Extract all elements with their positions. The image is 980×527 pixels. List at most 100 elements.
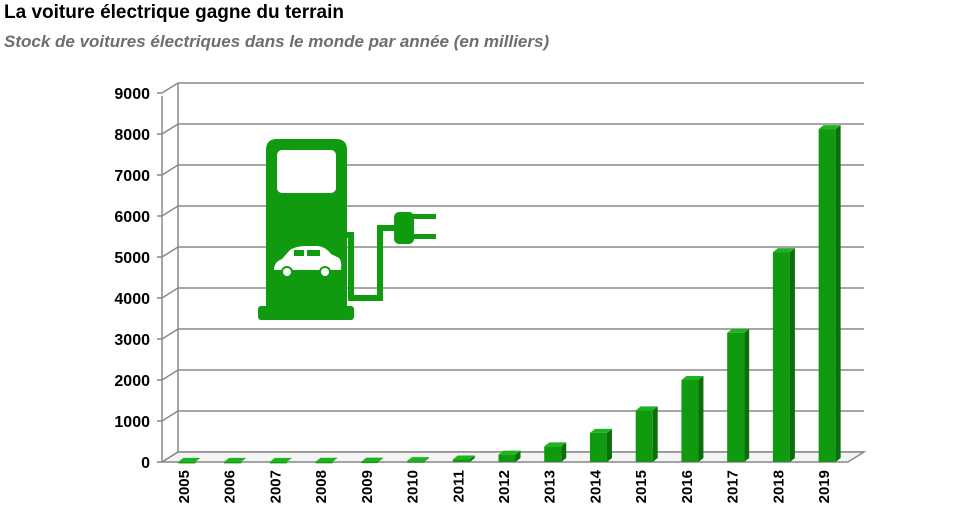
x-tick-label: 2012 — [496, 470, 513, 503]
gridline-depth — [161, 82, 179, 94]
bar — [772, 248, 795, 462]
bar-front — [498, 454, 516, 462]
bar — [818, 125, 841, 462]
bar-top — [224, 457, 247, 462]
bar — [361, 457, 384, 464]
y-tick-label: 3000 — [114, 332, 150, 349]
bar-side — [195, 457, 201, 462]
bar-top — [407, 457, 430, 462]
y-tick-label: 2000 — [114, 373, 150, 390]
bar-front — [315, 461, 333, 464]
gridline-depth — [161, 246, 179, 258]
bars — [178, 125, 841, 464]
y-tick-label: 8000 — [114, 127, 150, 144]
bar-front — [544, 446, 562, 462]
bar-front — [269, 461, 287, 464]
gridline-depth — [161, 369, 179, 381]
bar — [544, 442, 567, 462]
y-tick-label: 0 — [141, 455, 150, 472]
y-tick-label: 9000 — [114, 86, 150, 103]
bar — [727, 328, 750, 462]
x-tick-label: 2017 — [725, 470, 742, 503]
chart-subtitle: Stock de voitures électriques dans le mo… — [4, 32, 550, 51]
bar-side — [561, 442, 567, 462]
bar — [178, 457, 201, 464]
bar-top — [269, 457, 292, 462]
chart-title: La voiture électrique gagne du terrain — [4, 2, 344, 23]
x-tick-label: 2009 — [359, 470, 376, 503]
bar — [407, 457, 430, 463]
gridline-depth — [161, 164, 179, 176]
x-tick-label: 2006 — [222, 470, 239, 503]
bar-side — [652, 406, 658, 462]
bar-side — [241, 457, 247, 462]
bar-front — [681, 380, 699, 462]
y-tick-label: 1000 — [114, 414, 150, 431]
x-axis-labels: 2005 2006 2007 2008 2009 2010 2011 2012 2013 2014… — [176, 469, 833, 503]
bar-top — [361, 457, 384, 462]
bar — [681, 376, 704, 462]
bar-front — [818, 129, 836, 462]
bar-side — [835, 125, 841, 462]
bar-top — [727, 328, 750, 333]
gridline-depth — [161, 410, 179, 422]
gridline-depth — [161, 123, 179, 135]
bar-side — [515, 450, 521, 462]
bar-side — [378, 457, 384, 462]
bar-front — [635, 410, 653, 462]
bar — [315, 457, 338, 464]
bar-front — [452, 459, 470, 462]
bar-front — [224, 461, 242, 464]
bar — [498, 450, 521, 462]
bar-top — [315, 457, 338, 462]
bar — [452, 455, 475, 462]
x-tick-label: 2016 — [679, 470, 696, 503]
bar-top — [178, 457, 201, 462]
bar — [589, 428, 612, 462]
bar-front — [361, 461, 379, 464]
x-tick-label: 2019 — [816, 470, 833, 503]
bar — [635, 406, 658, 462]
bar-side — [744, 328, 750, 462]
bar-side — [469, 455, 475, 462]
gridline-depth — [161, 287, 179, 299]
charging-station-icon — [258, 139, 436, 320]
bar-side — [789, 248, 795, 462]
bar-top — [818, 125, 841, 130]
gridline-depth — [161, 328, 179, 340]
bar-front — [407, 461, 425, 463]
bar — [224, 457, 247, 464]
bar-front — [772, 252, 790, 462]
x-tick-label: 2015 — [633, 470, 650, 503]
bar-side — [424, 457, 430, 462]
y-tick-label: 6000 — [114, 209, 150, 226]
bar-side — [606, 428, 612, 462]
x-tick-label: 2005 — [176, 470, 193, 503]
x-tick-label: 2008 — [313, 470, 330, 503]
y-axis-ticks: 0 1000 2000 3000 4000 5000 6000 7000 8000 9000 — [114, 86, 162, 472]
bar-top — [498, 450, 521, 455]
gridline-depth — [161, 205, 179, 217]
bar-front — [589, 432, 607, 462]
y-tick-label: 5000 — [114, 250, 150, 267]
bar-front — [178, 461, 196, 464]
bar-side — [698, 376, 704, 462]
x-tick-label: 2014 — [587, 469, 604, 503]
y-tick-label: 4000 — [114, 291, 150, 308]
bar-top — [589, 428, 612, 433]
bar — [269, 457, 292, 464]
bar-side — [286, 457, 292, 462]
x-tick-label: 2011 — [450, 470, 467, 503]
bar-top — [681, 376, 704, 380]
bar-top — [772, 248, 795, 253]
bar-top — [452, 455, 475, 460]
x-tick-label: 2007 — [267, 470, 284, 503]
bar-top — [544, 442, 567, 447]
bar-front — [727, 332, 745, 462]
x-tick-label: 2018 — [770, 470, 787, 503]
bar-top — [635, 406, 658, 411]
x-tick-label: 2013 — [542, 470, 559, 503]
x-tick-label: 2010 — [405, 470, 422, 503]
bar-side — [332, 457, 338, 462]
